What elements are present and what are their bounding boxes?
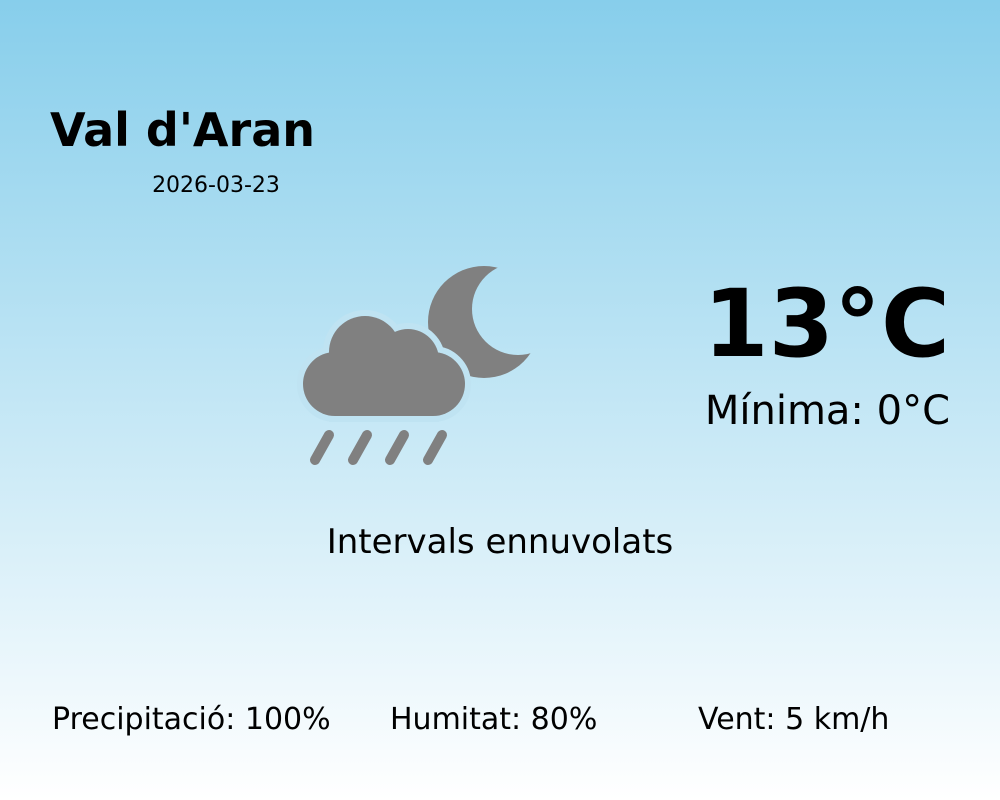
cloud-rain-moon-icon <box>297 266 540 465</box>
weather-description: Intervals ennuvolats <box>326 522 674 562</box>
moon-icon <box>428 266 540 378</box>
minimum-temperature: Mínima: 0°C <box>704 388 950 434</box>
forecast-date: 2026-03-23 <box>152 173 280 198</box>
rain-icon <box>310 430 447 465</box>
wind-stat: Vent: 5 km/h <box>698 702 890 737</box>
cloud-icon <box>297 310 471 422</box>
location-name: Val d'Aran <box>50 103 315 157</box>
humidity-stat: Humitat: 80% <box>390 702 598 737</box>
precipitation-stat: Precipitació: 100% <box>52 702 331 737</box>
current-temperature: 13°C <box>703 270 950 379</box>
